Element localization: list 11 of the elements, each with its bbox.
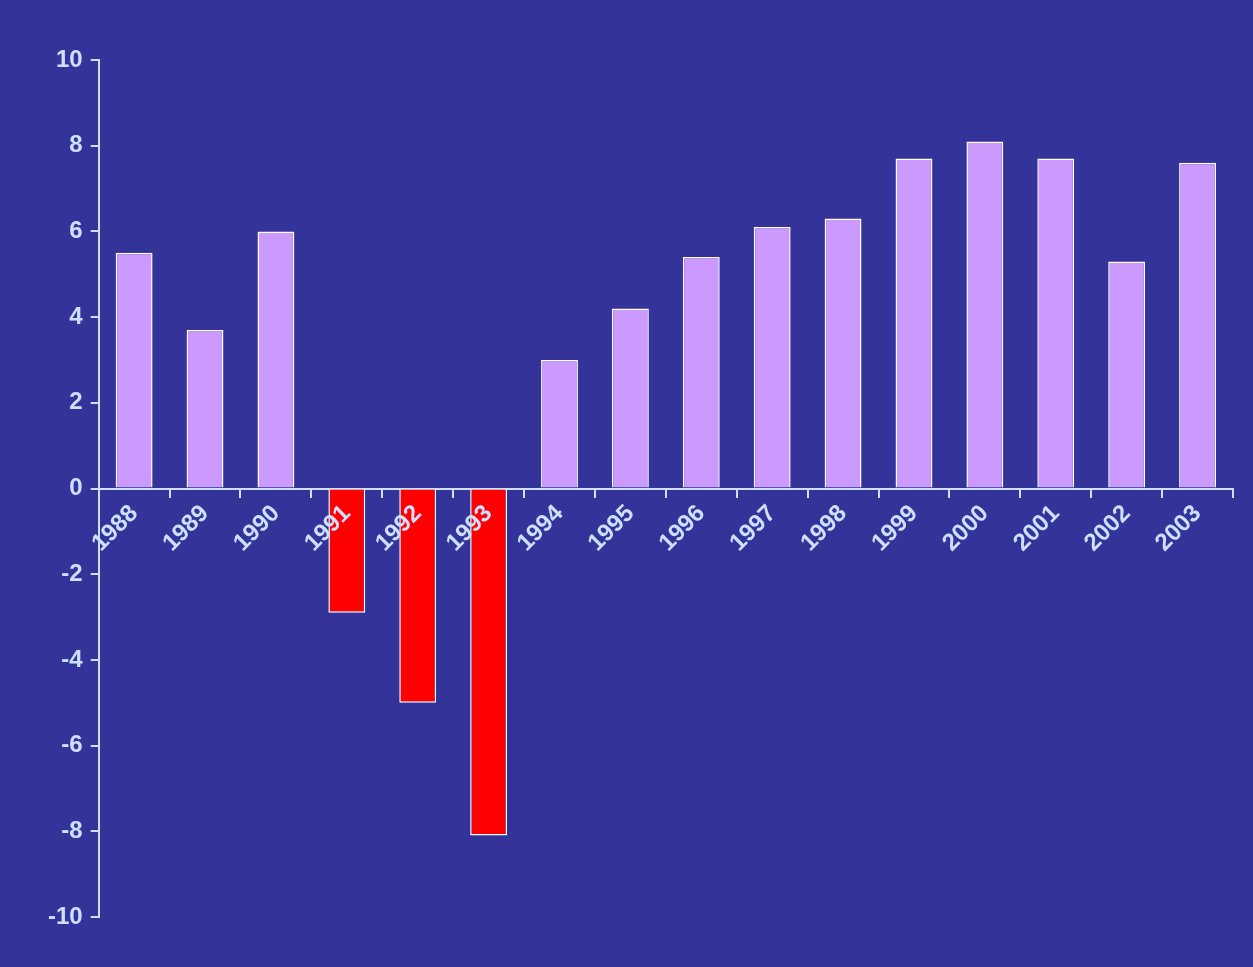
y-tick-label: 8 — [69, 130, 83, 158]
y-tick-label: -6 — [61, 730, 83, 758]
y-tick-label: 6 — [69, 216, 83, 244]
y-tick-label: 10 — [55, 44, 83, 72]
y-tick-label: -8 — [61, 815, 83, 843]
y-tick-label: -2 — [61, 558, 83, 586]
y-tick-label: -4 — [61, 644, 84, 672]
y-tick-label: 0 — [69, 473, 83, 501]
y-tick-label: 4 — [69, 301, 84, 329]
y-tick-label: 2 — [69, 387, 83, 415]
y-tick-label: -10 — [48, 901, 83, 929]
